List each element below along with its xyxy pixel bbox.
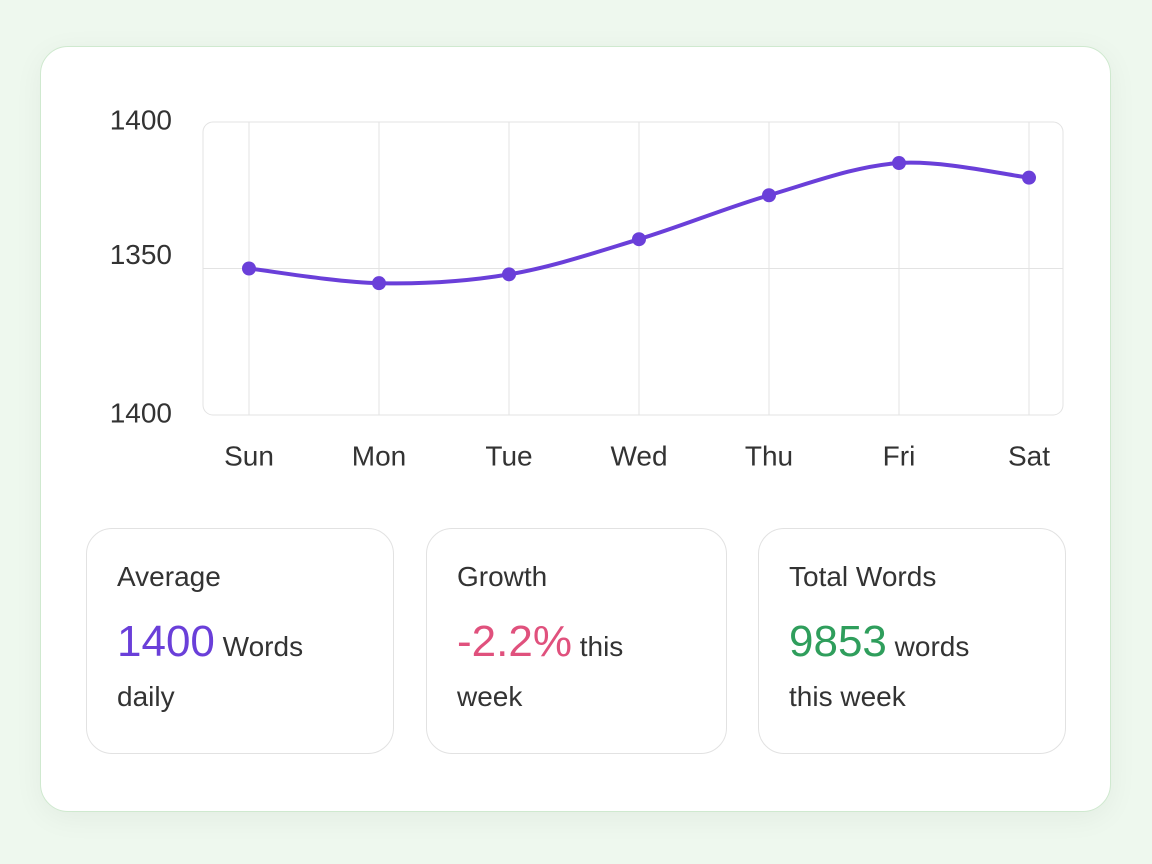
point [242,261,256,276]
point [372,276,386,291]
x-tick-label: Fri [883,440,916,471]
point [632,232,646,247]
x-tick-label: Wed [610,440,667,471]
stat-body: 9853 words this week [789,617,1035,722]
stat-card: Total Words 9853 words this week [758,528,1066,754]
stat-body: -2.2% this week [457,617,696,722]
card [40,46,1111,812]
stat-note: this week [789,681,906,712]
x-tick-label: Sat [1008,440,1050,471]
stat-unit: Words [222,631,304,662]
x-tick-label: Tue [485,440,532,471]
point [762,188,776,203]
y-tick-label: 1350 [110,239,172,270]
stat-body: 1400 Words daily [117,617,363,722]
point [1022,170,1036,185]
x-tick-label: Mon [352,440,406,471]
stat-unit: words [894,631,970,662]
stat-value: -2.2% [457,617,572,666]
stat-note: daily [117,681,175,712]
point [502,267,516,282]
stat-unit: this [579,631,624,662]
y-tick-label: 1400 [110,104,172,135]
stat-card: Average 1400 Words daily [86,528,394,754]
x-tick-label: Thu [745,440,793,471]
stat-label: Growth [457,561,548,592]
stat-label: Average [117,561,221,592]
y-tick-label: 1400 [110,397,172,428]
stat-card: Growth -2.2% this week [426,528,727,754]
x-tick-label: Sun [224,440,274,471]
stat-value: 9853 [789,617,887,666]
stat-note: week [457,681,523,712]
stat-value: 1400 [117,617,215,666]
stat-label: Total Words [789,561,937,592]
point [892,156,906,171]
